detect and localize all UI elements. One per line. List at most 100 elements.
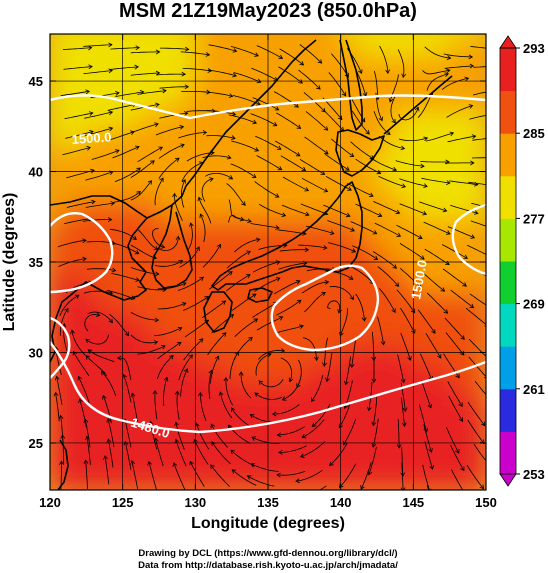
streamline (84, 111, 113, 119)
streamline-arrowhead (210, 150, 215, 156)
streamline (422, 272, 445, 292)
streamline (304, 136, 329, 155)
heat-cell (267, 199, 288, 220)
heat-cell (176, 109, 197, 130)
streamline (137, 286, 167, 291)
streamline (250, 223, 280, 229)
heat-cell (121, 380, 142, 401)
streamline-arrowhead (302, 261, 308, 266)
streamline-arrowhead (296, 124, 302, 129)
heat-cell (430, 90, 451, 111)
streamline (256, 45, 283, 59)
heat-cell (285, 181, 306, 202)
streamline (277, 229, 307, 235)
streamline (272, 404, 300, 415)
streamline-arrowhead (323, 210, 329, 216)
streamline (226, 250, 251, 269)
streamline-arrowhead (132, 235, 137, 240)
streamline-arrowhead (275, 277, 281, 282)
streamline-arrowhead (494, 112, 498, 116)
heat-cell (85, 145, 106, 166)
heat-cell (412, 199, 433, 220)
heat-cell (357, 271, 378, 292)
streamline-arrowhead (483, 377, 486, 379)
streamline-arrowhead (83, 418, 89, 424)
streamline-arrowhead (417, 283, 422, 289)
streamline-arrowhead (154, 317, 160, 323)
streamline (374, 70, 379, 100)
heat-cell (230, 326, 251, 347)
streamline (180, 179, 186, 208)
streamline-arrowhead (53, 391, 59, 397)
streamline-arrowhead (228, 271, 233, 276)
streamline-arrowhead (363, 517, 367, 521)
streamline (279, 249, 309, 252)
heat-cell (176, 54, 197, 75)
heat-cell (121, 398, 142, 419)
streamline-arrowhead (365, 130, 370, 135)
streamline (225, 377, 233, 406)
streamline-arrowhead (155, 271, 160, 277)
streamline-arrowhead (494, 227, 498, 231)
streamline (328, 72, 347, 97)
streamline (370, 157, 397, 171)
heat-cell (394, 181, 415, 202)
heat-cell (376, 380, 397, 401)
streamline (158, 236, 179, 251)
heat-cell (466, 34, 486, 39)
heat-cell (376, 36, 397, 57)
streamline-arrowhead (431, 329, 436, 334)
streamline-arrowhead (85, 435, 90, 441)
streamline-arrowhead (248, 337, 253, 342)
streamline-arrowhead (468, 54, 474, 60)
heat-cell (321, 235, 342, 256)
streamline (447, 226, 475, 239)
streamline (278, 66, 303, 84)
colorbar-frame (499, 47, 517, 475)
streamline-arrowhead (298, 79, 303, 84)
heat-cell (466, 217, 486, 238)
streamline-arrowhead (184, 46, 190, 52)
streamline-arrowhead (228, 175, 234, 180)
streamline-arrowhead (88, 64, 93, 70)
heat-cell (430, 54, 451, 75)
streamline-arrowhead (329, 461, 334, 467)
streamline-arrowhead (115, 149, 120, 154)
streamline (175, 422, 185, 450)
streamline-arrowhead (85, 338, 90, 344)
heat-cell (303, 452, 324, 473)
colorbar-segment (500, 90, 516, 134)
streamline-arrowhead (304, 187, 310, 192)
streamline-arrowhead (323, 188, 329, 193)
heat-cell (194, 271, 215, 292)
streamline (450, 444, 465, 471)
streamline-arrowhead (470, 234, 476, 239)
streamline (399, 494, 401, 523)
heat-cell (357, 34, 378, 39)
heat-cell (267, 90, 288, 111)
heat-cell (376, 72, 397, 93)
streamline (66, 201, 96, 208)
streamline (300, 441, 326, 458)
heat-cell (394, 344, 415, 365)
heat-cell (50, 452, 70, 473)
streamline (448, 395, 463, 422)
heat-cell (248, 308, 269, 329)
streamline-arrowhead (198, 391, 203, 397)
streamline-arrowhead (469, 303, 475, 309)
streamline (312, 403, 331, 427)
heat-cell (50, 416, 70, 437)
streamline (124, 419, 132, 448)
streamline (306, 268, 336, 272)
streamline-arrowhead (202, 130, 208, 136)
streamline-arrowhead (108, 318, 113, 324)
streamline (247, 475, 275, 487)
heat-cell (412, 36, 433, 57)
heat-cell (394, 54, 415, 75)
heat-cell (67, 362, 88, 383)
colorbar-tick-label: 277 (523, 211, 545, 226)
streamline-arrowhead (471, 134, 477, 140)
colorbar-segment (500, 133, 516, 177)
streamline (184, 319, 209, 338)
streamline (470, 45, 486, 49)
